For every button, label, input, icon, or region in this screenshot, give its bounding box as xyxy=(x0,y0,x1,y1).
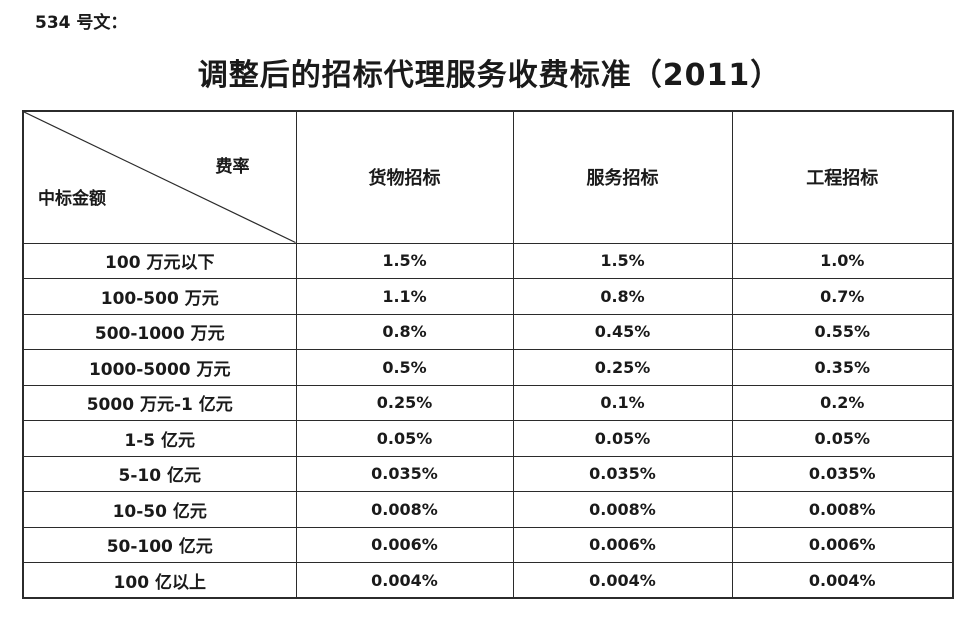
table-row: 1-5 亿元 0.05% 0.05% 0.05% xyxy=(22,420,954,457)
table-row: 100 万元以下 1.5% 1.5% 1.0% xyxy=(22,242,954,279)
amount-cell: 500-1000 万元 xyxy=(22,313,297,350)
column-header-engineering: 工程招标 xyxy=(731,110,954,244)
engineering-rate-cell: 0.55% xyxy=(731,313,954,350)
service-rate-cell: 0.035% xyxy=(512,455,733,492)
goods-rate-cell: 1.5% xyxy=(295,242,514,279)
column-header-service: 服务招标 xyxy=(512,110,733,244)
corner-label-rate: 费率 xyxy=(215,157,250,177)
service-rate-cell: 0.45% xyxy=(512,313,733,350)
engineering-rate-cell: 0.2% xyxy=(731,384,954,421)
table-row: 10-50 亿元 0.008% 0.008% 0.008% xyxy=(22,491,954,528)
engineering-rate-cell: 0.35% xyxy=(731,349,954,386)
table-row: 500-1000 万元 0.8% 0.45% 0.55% xyxy=(22,313,954,350)
amount-cell: 5000 万元-1 亿元 xyxy=(22,384,297,421)
diagonal-divider-line xyxy=(24,112,296,243)
doc-number-label: 534 号文： xyxy=(35,13,128,33)
table-row: 100-500 万元 1.1% 0.8% 0.7% xyxy=(22,278,954,315)
table-row: 50-100 亿元 0.006% 0.006% 0.006% xyxy=(22,526,954,563)
amount-cell: 100 万元以下 xyxy=(22,242,297,279)
engineering-rate-cell: 0.006% xyxy=(731,526,954,563)
goods-rate-cell: 0.8% xyxy=(295,313,514,350)
corner-label-amount: 中标金额 xyxy=(38,188,106,209)
table-row: 5000 万元-1 亿元 0.25% 0.1% 0.2% xyxy=(22,384,954,421)
service-rate-cell: 0.1% xyxy=(512,384,733,421)
amount-cell: 1000-5000 万元 xyxy=(22,349,297,386)
table-row: 100 亿以上 0.004% 0.004% 0.004% xyxy=(22,562,954,599)
amount-cell: 10-50 亿元 xyxy=(22,491,297,528)
table-row: 1000-5000 万元 0.5% 0.25% 0.35% xyxy=(22,349,954,386)
engineering-rate-cell: 1.0% xyxy=(731,242,954,279)
amount-cell: 100-500 万元 xyxy=(22,278,297,315)
service-rate-cell: 0.8% xyxy=(512,278,733,315)
engineering-rate-cell: 0.035% xyxy=(731,455,954,492)
header-row: 费率 中标金额 货物招标 服务招标 工程招标 xyxy=(22,110,954,244)
corner-header-cell: 费率 中标金额 xyxy=(22,110,297,244)
service-rate-cell: 0.008% xyxy=(512,491,733,528)
engineering-rate-cell: 0.05% xyxy=(731,420,954,457)
amount-cell: 1-5 亿元 xyxy=(22,420,297,457)
table-row: 5-10 亿元 0.035% 0.035% 0.035% xyxy=(22,455,954,492)
goods-rate-cell: 0.25% xyxy=(295,384,514,421)
service-rate-cell: 0.25% xyxy=(512,349,733,386)
column-header-goods: 货物招标 xyxy=(295,110,514,244)
goods-rate-cell: 0.008% xyxy=(295,491,514,528)
service-rate-cell: 0.006% xyxy=(512,526,733,563)
page-title: 调整后的招标代理服务收费标准（2011） xyxy=(197,58,782,93)
engineering-rate-cell: 0.008% xyxy=(731,491,954,528)
engineering-rate-cell: 0.004% xyxy=(731,562,954,599)
goods-rate-cell: 0.004% xyxy=(295,562,514,599)
goods-rate-cell: 0.5% xyxy=(295,349,514,386)
engineering-rate-cell: 0.7% xyxy=(731,278,954,315)
goods-rate-cell: 0.05% xyxy=(295,420,514,457)
amount-cell: 100 亿以上 xyxy=(22,562,297,599)
service-rate-cell: 1.5% xyxy=(512,242,733,279)
amount-cell: 50-100 亿元 xyxy=(22,526,297,563)
goods-rate-cell: 1.1% xyxy=(295,278,514,315)
goods-rate-cell: 0.006% xyxy=(295,526,514,563)
service-rate-cell: 0.004% xyxy=(512,562,733,599)
goods-rate-cell: 0.035% xyxy=(295,455,514,492)
fee-standard-table: 费率 中标金额 货物招标 服务招标 工程招标 100 万元以下 1.5% 1.5… xyxy=(22,110,954,599)
amount-cell: 5-10 亿元 xyxy=(22,455,297,492)
service-rate-cell: 0.05% xyxy=(512,420,733,457)
